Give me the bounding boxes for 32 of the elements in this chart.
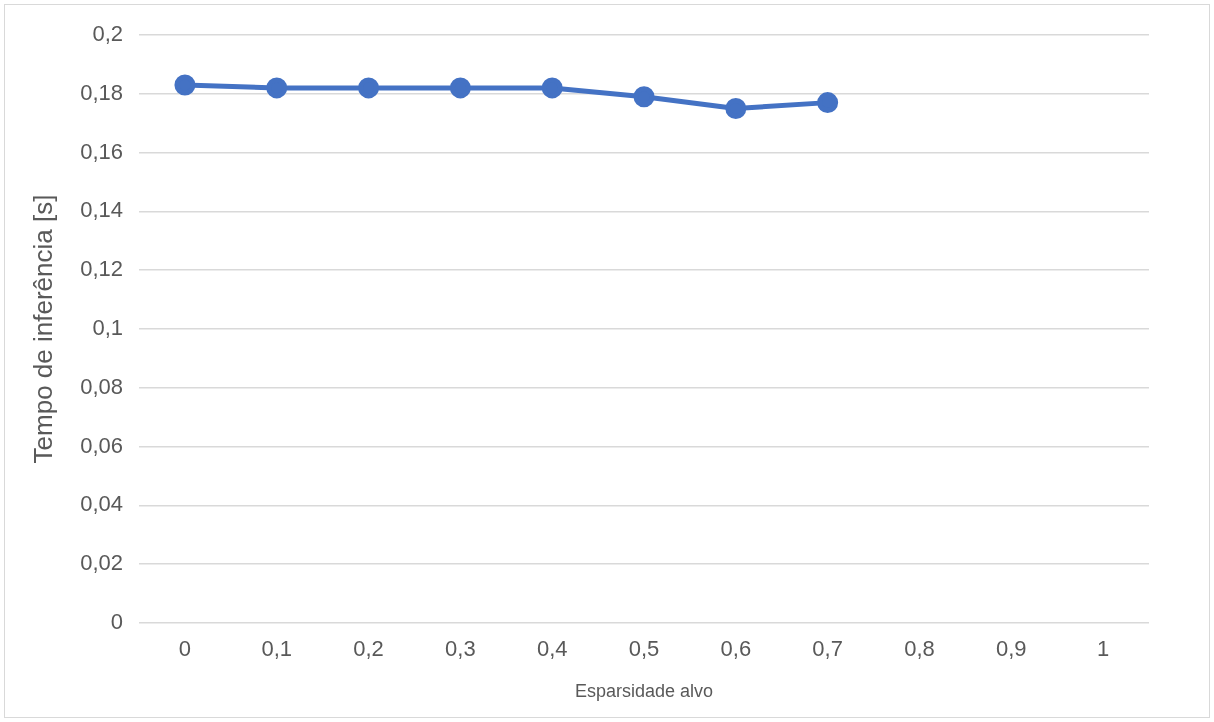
x-tick-label: 0,6 — [720, 636, 752, 662]
y-tick-label: 0 — [110, 609, 124, 635]
x-tick-label: 0,8 — [904, 636, 935, 662]
point — [449, 77, 471, 99]
y-tick-label: 0,2 — [92, 21, 124, 47]
point — [266, 77, 288, 99]
y-tick-label: 0,12 — [80, 256, 124, 282]
x-tick-label: 0,2 — [353, 636, 384, 662]
y-tick-label: 0,08 — [80, 373, 124, 399]
point — [174, 74, 196, 96]
x-tick-label: 0,7 — [812, 636, 843, 662]
y-tick-label: 0,18 — [80, 79, 124, 105]
y-tick-label: 0,1 — [92, 315, 124, 341]
x-tick-label: 0,4 — [536, 636, 568, 662]
y-tick-label: 0,06 — [80, 432, 124, 458]
x-tick-label: 0 — [178, 636, 192, 662]
point — [541, 77, 563, 99]
x-tick-label: 1 — [1096, 636, 1110, 662]
point — [358, 77, 380, 99]
y-tick-label: 0,14 — [80, 197, 124, 223]
x-tick-label: 0,9 — [995, 636, 1027, 662]
x-tick-label: 0,3 — [445, 636, 476, 662]
y-tick-label: 0,04 — [80, 491, 124, 517]
point — [725, 98, 747, 119]
x-axis-title: Esparsidade alvo — [574, 681, 714, 702]
y-tick-label: 0,02 — [80, 550, 124, 576]
point — [633, 86, 655, 108]
x-tick-label: 0,5 — [628, 636, 660, 662]
point — [817, 92, 839, 114]
x-tick-label: 0,1 — [261, 636, 293, 662]
y-axis-title: Tempo de inferência [s] — [27, 194, 58, 464]
y-tick-label: 0,16 — [80, 138, 124, 164]
